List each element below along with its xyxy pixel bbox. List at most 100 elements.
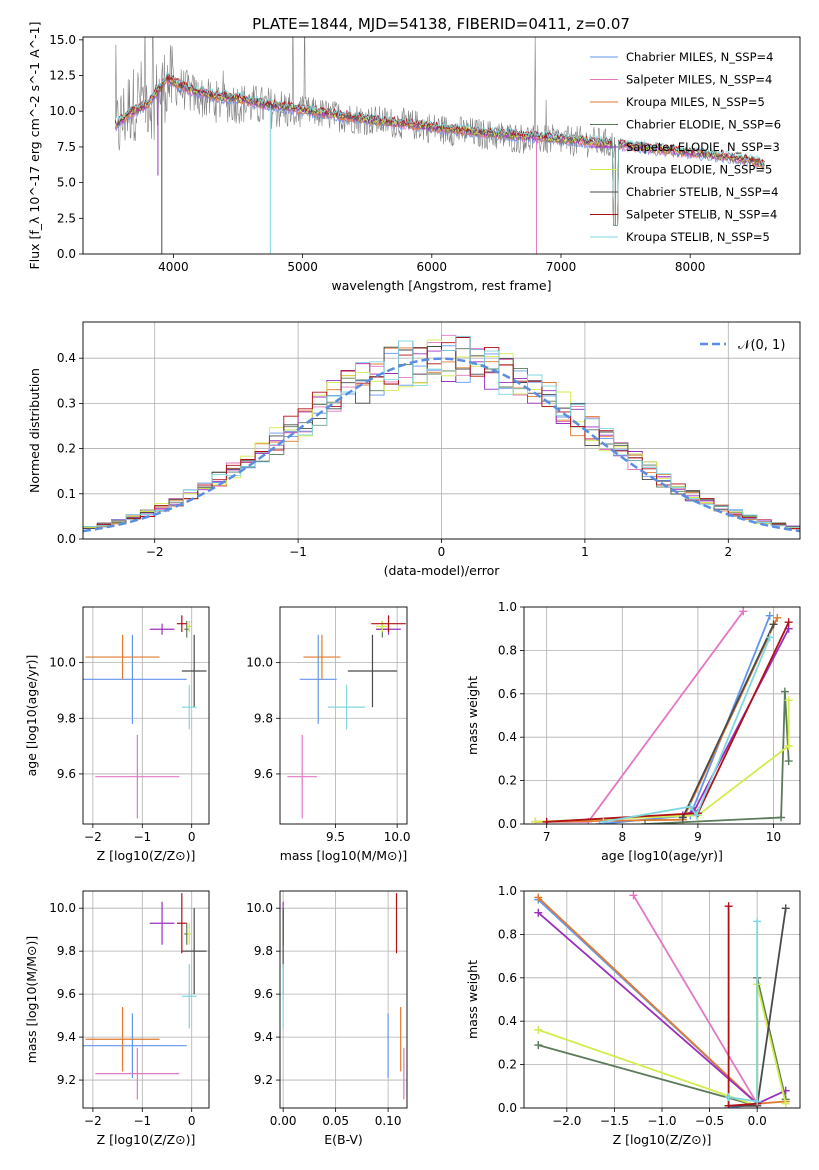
mass-weight-marker bbox=[773, 613, 782, 622]
x-tick-label: 0 bbox=[188, 830, 196, 844]
y-tick-label: 0.3 bbox=[57, 396, 76, 410]
legend-label: Salpeter ELODIE, N_SSP=3 bbox=[626, 140, 780, 154]
massweight_vs_Z-axes: −2.0 −1.5 −1.0 −0.5 0.0 0.0 0.2 0.4 0.6 0.8 1.0 Z [… bbox=[465, 884, 801, 1147]
y-tick-label: 10.0 bbox=[246, 656, 273, 670]
y-tick-label: 10.0 bbox=[246, 901, 273, 915]
residuals-frame bbox=[82, 321, 801, 540]
massweight_vs_Z-frame bbox=[523, 890, 801, 1109]
age_vs_Z-frame bbox=[82, 606, 210, 825]
y-tick-label: 5.0 bbox=[57, 176, 76, 190]
x-tick-label: 1 bbox=[581, 545, 589, 559]
x-tick-label: −0.5 bbox=[695, 1114, 724, 1128]
x-tick-label: 0.05 bbox=[322, 1114, 349, 1128]
mass-weight-line bbox=[537, 899, 760, 1108]
mass-weight-line bbox=[599, 615, 771, 824]
mass-weight-line bbox=[727, 906, 758, 1107]
model-spectrum-line bbox=[115, 71, 765, 226]
mass-weight-marker bbox=[769, 620, 778, 629]
residuals-plot-area bbox=[83, 334, 800, 533]
x-tick-label: 0.00 bbox=[270, 1114, 297, 1128]
y-tick-label: 0.0 bbox=[498, 817, 517, 831]
y-tick-label: 0.2 bbox=[498, 1058, 517, 1072]
mass-weight-line bbox=[644, 691, 790, 824]
mass-weight-marker bbox=[531, 817, 540, 824]
legend-label: Kroupa STELIB, N_SSP=5 bbox=[626, 230, 770, 244]
massweight_vs_age-frame bbox=[523, 606, 801, 825]
y-tick-label: 9.4 bbox=[254, 1030, 273, 1044]
x-tick-label: 6000 bbox=[417, 260, 448, 274]
mass-weight-line bbox=[728, 921, 759, 1103]
y-tick-label: 9.2 bbox=[254, 1073, 273, 1087]
y-tick-label: 1.0 bbox=[498, 600, 517, 614]
y-tick-label: 9.6 bbox=[57, 767, 76, 781]
x-tick-label: 0.10 bbox=[375, 1114, 402, 1128]
x-tick-label: −2 bbox=[146, 545, 164, 559]
y-tick-label: 9.8 bbox=[57, 944, 76, 958]
y-tick-label: 0.6 bbox=[498, 971, 517, 985]
mass-weight-line bbox=[632, 894, 758, 1105]
x-tick-label: −2.0 bbox=[552, 1114, 581, 1128]
mass-weight-marker bbox=[777, 813, 786, 822]
x-tick-label: 2 bbox=[724, 545, 732, 559]
y-tick-label: 2.5 bbox=[57, 211, 76, 225]
y-tick-label: 0.0 bbox=[57, 247, 76, 261]
x-tick-label: −1.0 bbox=[647, 1114, 676, 1128]
spectrum-frame bbox=[82, 36, 801, 255]
spectrum-plot-area bbox=[114, 37, 765, 254]
y-tick-label: 0.8 bbox=[498, 927, 517, 941]
y-axis-label: age [log10(age/yr)] bbox=[24, 655, 39, 777]
mass-weight-marker bbox=[784, 696, 793, 705]
y-tick-label: 0.4 bbox=[498, 730, 517, 744]
x-axis-label: Z [log10(Z/Z⊙)] bbox=[613, 1132, 712, 1147]
histogram-series bbox=[83, 335, 800, 528]
mass-weight-marker bbox=[784, 741, 793, 750]
x-axis-label: (data-model)/error bbox=[384, 563, 501, 578]
mass-weight-marker bbox=[724, 902, 733, 911]
mass_vs_Z-axes: −2 −1 0 9.2 9.4 9.6 9.8 10.0 Z [log10(Z/Z⊙)] mass… bbox=[24, 890, 210, 1147]
x-tick-label: 5000 bbox=[287, 260, 318, 274]
y-tick-label: 0.1 bbox=[57, 487, 76, 501]
x-tick-label: −2 bbox=[84, 830, 102, 844]
mass-weight-marker bbox=[686, 802, 695, 811]
y-tick-label: 0.2 bbox=[498, 774, 517, 788]
mass-weight-marker bbox=[781, 1099, 790, 1108]
x-tick-label: −1 bbox=[133, 830, 151, 844]
age_vs_mass-frame bbox=[279, 606, 408, 825]
y-tick-label: 15.0 bbox=[49, 33, 76, 47]
mass-weight-marker bbox=[739, 607, 748, 616]
y-tick-label: 0.4 bbox=[57, 351, 76, 365]
x-tick-label: −1 bbox=[133, 1114, 151, 1128]
x-tick-label: −1 bbox=[289, 545, 307, 559]
x-tick-label: 0.0 bbox=[748, 1114, 767, 1128]
mass-weight-marker bbox=[784, 618, 793, 627]
legend-label: Chabrier MILES, N_SSP=4 bbox=[626, 50, 773, 64]
x-axis-label: E(B-V) bbox=[324, 1132, 363, 1147]
y-axis-label: mass weight bbox=[465, 960, 480, 1039]
legend-label: 𝒩(0, 1) bbox=[738, 338, 785, 353]
x-tick-label: 4000 bbox=[158, 260, 189, 274]
spectrum-axes: 4000 5000 6000 7000 8000 0.0 2.5 5.0 7.5 10.0 12.5… bbox=[27, 22, 801, 293]
mass-weight-marker bbox=[765, 633, 774, 642]
y-axis-label: mass [log10(M/M⊙)] bbox=[24, 936, 39, 1064]
mass-weight-line bbox=[535, 700, 790, 823]
y-axis-label: Normed distribution bbox=[27, 368, 42, 493]
y-tick-label: 1.0 bbox=[498, 884, 517, 898]
mass-weight-marker bbox=[753, 917, 762, 926]
y-axis-label: mass weight bbox=[465, 676, 480, 755]
y-tick-label: 9.8 bbox=[254, 944, 273, 958]
y-tick-label: 12.5 bbox=[49, 69, 76, 83]
mass-weight-marker bbox=[692, 811, 701, 820]
mass-weight-marker bbox=[534, 908, 543, 917]
y-tick-label: 0.8 bbox=[498, 643, 517, 657]
legend-label: Kroupa MILES, N_SSP=5 bbox=[626, 95, 765, 109]
age_vs_mass-plot-area bbox=[287, 615, 406, 819]
massweight_vs_age-axes: 7 8 9 10 0.0 0.2 0.4 0.6 0.8 1.0 age [log10(age/yr… bbox=[465, 600, 801, 863]
x-axis-label: age [log10(age/yr)] bbox=[601, 848, 723, 863]
x-tick-label: 7000 bbox=[546, 260, 577, 274]
y-tick-label: 9.6 bbox=[254, 987, 273, 1001]
y-tick-label: 0.0 bbox=[57, 532, 76, 546]
y-tick-label: 10.0 bbox=[49, 901, 76, 915]
x-tick-label: 0 bbox=[438, 545, 446, 559]
x-axis-label: Z [log10(Z/Z⊙)] bbox=[97, 1132, 196, 1147]
